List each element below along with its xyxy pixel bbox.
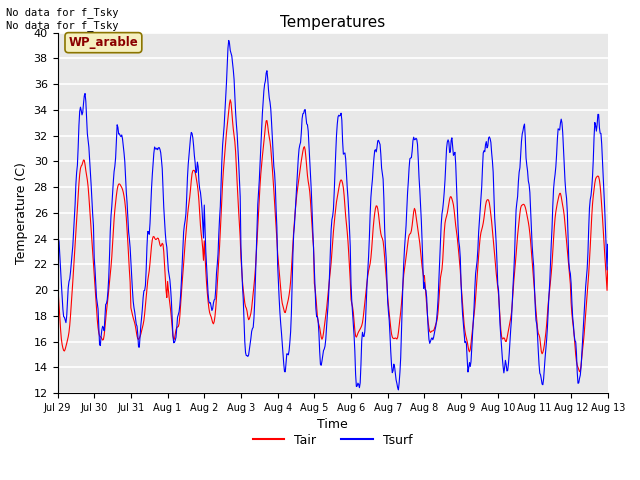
- Tsurf: [54, 238, 61, 243]
- Tsurf: [122, 190, 130, 195]
- Tair: [54, 279, 61, 285]
- Tsurf: [231, 93, 239, 98]
- Tair: [412, 213, 420, 218]
- Tair: [227, 97, 234, 103]
- Tsurf: [446, 150, 454, 156]
- Line: Tair: Tair: [58, 100, 640, 372]
- Tsurf: [282, 360, 290, 365]
- Tsurf: [394, 387, 402, 393]
- Text: WP_arable: WP_arable: [68, 36, 138, 49]
- Tair: [231, 139, 239, 144]
- Legend: Tair, Tsurf: Tair, Tsurf: [248, 429, 417, 452]
- Title: Temperatures: Temperatures: [280, 15, 385, 30]
- Tair: [445, 201, 452, 206]
- Tair: [122, 215, 130, 221]
- Text: No data for f_Tsky
No data for f_Tsky: No data for f_Tsky No data for f_Tsky: [6, 7, 119, 31]
- Y-axis label: Temperature (C): Temperature (C): [15, 162, 28, 264]
- Tair: [260, 140, 268, 145]
- Line: Tsurf: Tsurf: [58, 40, 640, 390]
- Tair: [282, 307, 290, 312]
- Tsurf: [225, 37, 232, 43]
- Tsurf: [260, 88, 268, 94]
- X-axis label: Time: Time: [317, 419, 348, 432]
- Tair: [576, 369, 584, 374]
- Tsurf: [413, 136, 420, 142]
